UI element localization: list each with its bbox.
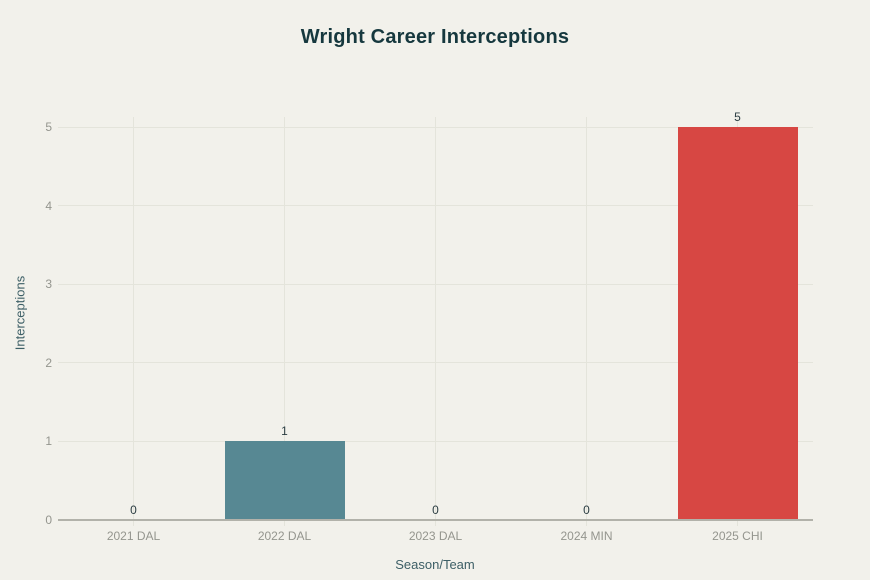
x-gridline [133,117,134,526]
bar-2022-dal[interactable] [224,441,345,519]
bar-value-label: 5 [734,110,741,124]
y-gridline [58,440,813,442]
y-tick-label: 0 [45,513,52,527]
x-gridline [586,117,587,526]
bar-value-label: 0 [432,503,439,517]
y-tick-label: 2 [45,355,52,370]
bar-value-label: 0 [130,503,137,517]
x-tick-label: 2023 DAL [408,529,463,543]
x-tick-label: 2022 DAL [257,529,312,543]
y-gridline [58,126,813,128]
x-tick-label: 2024 MIN [560,529,613,543]
chart-title: Wright Career Interceptions [300,26,570,48]
bar-2025-chi[interactable] [677,127,798,519]
x-axis-title: Season/Team [395,557,475,572]
bar-value-label: 0 [583,503,590,517]
x-gridline [435,117,436,526]
y-gridline [58,205,813,207]
y-tick-label: 4 [45,198,52,213]
y-gridline [58,283,813,285]
x-axis-line [58,519,813,521]
y-tick-label: 1 [45,434,52,449]
x-tick-label: 2021 DAL [106,529,161,543]
x-tick-label: 2025 CHI [712,529,763,543]
bar-value-label: 1 [281,424,288,439]
x-gridline [284,117,285,526]
y-gridline [58,362,813,364]
y-tick-label: 3 [45,277,52,292]
y-tick-label: 5 [45,120,52,134]
